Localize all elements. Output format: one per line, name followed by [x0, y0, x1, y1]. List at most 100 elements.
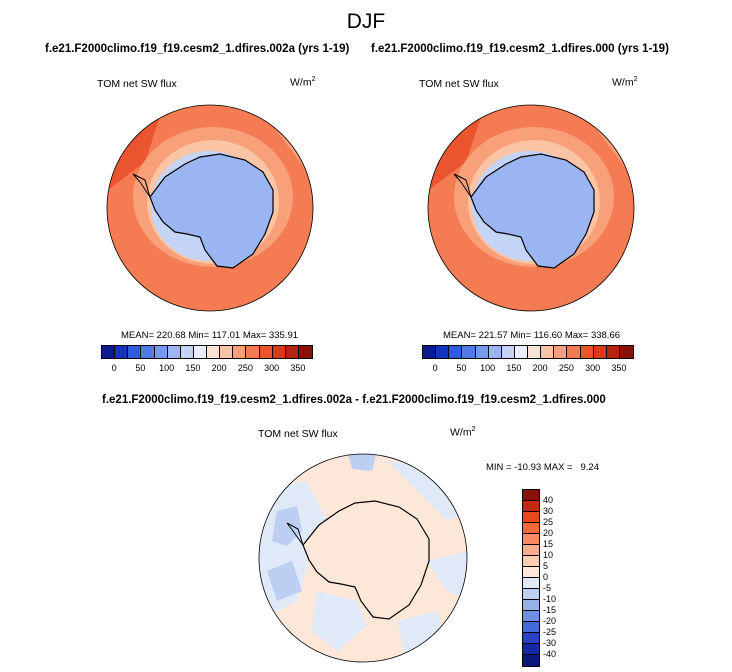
- colorbar-swatch: [207, 346, 221, 358]
- diff-colorbar: [522, 489, 540, 667]
- colorbar-swatch: [501, 346, 515, 358]
- colorbar-swatch: [523, 611, 539, 622]
- colorbar-swatch: [102, 346, 116, 358]
- colorbar-tick-label: 100: [159, 363, 175, 373]
- panel-1-units: W/m2: [290, 76, 316, 89]
- panel-1-stats: MEAN= 220.68 Min= 117.01 Max= 335.91: [121, 330, 299, 341]
- colorbar-tick-label: 10: [543, 550, 554, 560]
- colorbar-tick-label: 25: [543, 517, 554, 527]
- diff-colorbar-ticks: 40 30 25 20 15 10 5 0 -5 -10 -15 -20 -25 -30 -40: [543, 489, 573, 665]
- season-title: DJF: [346, 10, 386, 33]
- panel-1-colorbar-ticks: 0 50 100 150 200 250 300 350: [101, 363, 311, 375]
- colorbar-swatch: [514, 346, 528, 358]
- colorbar-tick-label: 100: [480, 363, 496, 373]
- colorbar-swatch: [523, 622, 539, 633]
- colorbar-tick-label: 200: [532, 363, 548, 373]
- colorbar-swatch: [233, 346, 247, 358]
- colorbar-swatch: [246, 346, 260, 358]
- colorbar-swatch: [619, 346, 633, 358]
- panel-2-colorbar-ticks: 0 50 100 150 200 250 300 350: [422, 363, 632, 375]
- colorbar-swatch: [523, 501, 539, 512]
- colorbar-swatch: [523, 589, 539, 600]
- colorbar-tick-label: -20: [543, 616, 557, 626]
- colorbar-swatch: [541, 346, 555, 358]
- colorbar-swatch: [523, 490, 539, 501]
- colorbar-tick-label: 40: [543, 495, 554, 505]
- panel-1-variable: TOM net SW flux: [97, 78, 177, 90]
- colorbar-swatch: [285, 346, 299, 358]
- colorbar-swatch: [523, 633, 539, 644]
- colorbar-swatch: [554, 346, 568, 358]
- colorbar-tick-label: 0: [111, 363, 117, 373]
- colorbar-swatch: [298, 346, 312, 358]
- colorbar-tick-label: 300: [264, 363, 280, 373]
- colorbar-swatch: [141, 346, 155, 358]
- panel-1-colorbar: [101, 345, 313, 359]
- colorbar-tick-label: 50: [135, 363, 146, 373]
- colorbar-swatch: [523, 600, 539, 611]
- panel-2-units: W/m2: [612, 76, 638, 89]
- panel-1-title: f.e21.F2000climo.f19_f19.cesm2_1.dfires.…: [45, 43, 350, 55]
- colorbar-swatch: [523, 655, 539, 666]
- diff-stats: MIN = -10.93 MAX = 9.24: [486, 462, 599, 473]
- colorbar-tick-label: -40: [543, 649, 557, 659]
- panel-1-polar-map: [106, 104, 314, 312]
- colorbar-swatch: [606, 346, 620, 358]
- colorbar-swatch: [259, 346, 273, 358]
- colorbar-tick-label: -5: [543, 583, 552, 593]
- colorbar-tick-label: -10: [543, 594, 557, 604]
- colorbar-swatch: [128, 346, 142, 358]
- colorbar-swatch: [220, 346, 234, 358]
- colorbar-swatch: [593, 346, 607, 358]
- colorbar-tick-label: 350: [290, 363, 306, 373]
- colorbar-swatch: [523, 578, 539, 589]
- colorbar-swatch: [154, 346, 168, 358]
- colorbar-tick-label: -25: [543, 627, 557, 637]
- colorbar-swatch: [167, 346, 181, 358]
- colorbar-swatch: [488, 346, 502, 358]
- colorbar-swatch: [523, 512, 539, 523]
- panel-2-title: f.e21.F2000climo.f19_f19.cesm2_1.dfires.…: [371, 43, 669, 55]
- diff-variable: TOM net SW flux: [258, 428, 338, 440]
- panel-2-variable: TOM net SW flux: [419, 78, 499, 90]
- colorbar-tick-label: 250: [558, 363, 574, 373]
- colorbar-swatch: [272, 346, 286, 358]
- colorbar-tick-label: 0: [432, 363, 438, 373]
- colorbar-tick-label: 15: [543, 539, 554, 549]
- colorbar-swatch: [523, 644, 539, 655]
- colorbar-swatch: [193, 346, 207, 358]
- colorbar-swatch: [436, 346, 450, 358]
- colorbar-tick-label: -30: [543, 638, 557, 648]
- panel-2-polar-map: [427, 104, 635, 312]
- colorbar-swatch: [449, 346, 463, 358]
- colorbar-tick-label: -15: [543, 605, 557, 615]
- diff-polar-map: [258, 453, 468, 663]
- colorbar-tick-label: 200: [211, 363, 227, 373]
- colorbar-tick-label: 150: [185, 363, 201, 373]
- colorbar-tick-label: 50: [456, 363, 467, 373]
- colorbar-swatch: [523, 567, 539, 578]
- colorbar-swatch: [180, 346, 194, 358]
- colorbar-tick-label: 0: [543, 572, 549, 582]
- colorbar-tick-label: 5: [543, 561, 549, 571]
- colorbar-tick-label: 150: [506, 363, 522, 373]
- diff-title: f.e21.F2000climo.f19_f19.cesm2_1.dfires.…: [102, 394, 606, 406]
- colorbar-swatch: [115, 346, 129, 358]
- colorbar-tick-label: 350: [611, 363, 627, 373]
- colorbar-swatch: [523, 534, 539, 545]
- colorbar-tick-label: 300: [585, 363, 601, 373]
- colorbar-swatch: [523, 545, 539, 556]
- colorbar-swatch: [475, 346, 489, 358]
- colorbar-swatch: [423, 346, 437, 358]
- colorbar-tick-label: 20: [543, 528, 554, 538]
- colorbar-tick-label: 250: [237, 363, 253, 373]
- diff-units: W/m2: [450, 426, 476, 439]
- colorbar-tick-label: 30: [543, 506, 554, 516]
- colorbar-swatch: [528, 346, 542, 358]
- panel-2-colorbar: [422, 345, 634, 359]
- colorbar-swatch: [567, 346, 581, 358]
- colorbar-swatch: [462, 346, 476, 358]
- colorbar-swatch: [580, 346, 594, 358]
- panel-2-stats: MEAN= 221.57 Min= 116.60 Max= 338.66: [443, 330, 621, 341]
- colorbar-swatch: [523, 556, 539, 567]
